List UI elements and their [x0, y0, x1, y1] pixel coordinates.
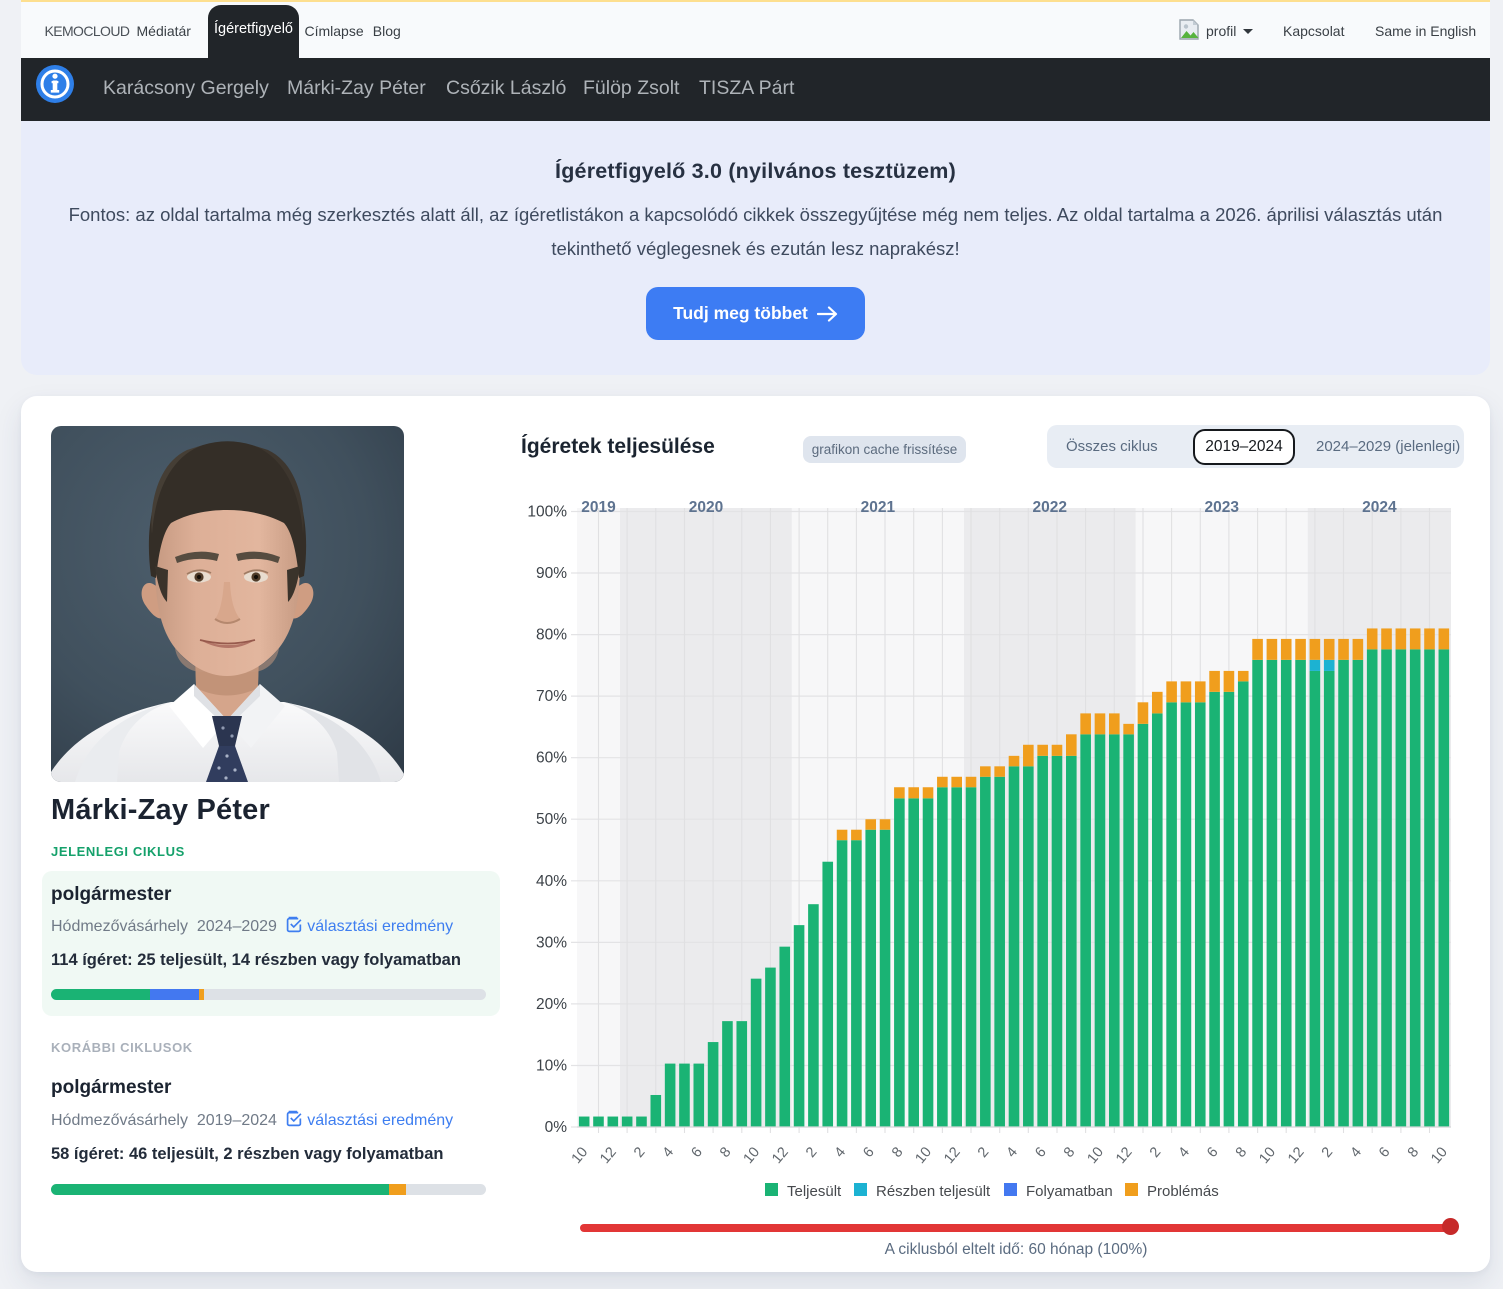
svg-text:2: 2	[631, 1144, 648, 1160]
svg-text:20%: 20%	[536, 996, 567, 1013]
svg-text:10: 10	[1256, 1144, 1279, 1167]
svg-text:2019: 2019	[581, 499, 616, 516]
svg-text:8: 8	[1405, 1144, 1422, 1160]
svg-text:12: 12	[769, 1144, 792, 1167]
svg-text:6: 6	[1376, 1144, 1393, 1160]
svg-text:10: 10	[569, 1144, 592, 1167]
svg-text:100%: 100%	[527, 504, 567, 521]
svg-text:6: 6	[860, 1144, 877, 1160]
svg-text:4: 4	[832, 1144, 849, 1160]
svg-text:8: 8	[1061, 1144, 1078, 1160]
svg-text:2020: 2020	[689, 499, 723, 516]
svg-text:2024: 2024	[1362, 499, 1397, 516]
svg-text:2: 2	[1147, 1144, 1164, 1160]
svg-text:10: 10	[912, 1144, 935, 1167]
svg-text:30%: 30%	[536, 934, 567, 951]
svg-text:Teljesült: Teljesült	[787, 1183, 842, 1200]
svg-text:70%: 70%	[536, 688, 567, 705]
svg-text:4: 4	[1004, 1144, 1021, 1160]
svg-text:2: 2	[803, 1144, 820, 1160]
svg-text:80%: 80%	[536, 627, 567, 644]
svg-text:12: 12	[1113, 1144, 1136, 1167]
svg-text:6: 6	[1204, 1144, 1221, 1160]
svg-text:4: 4	[660, 1144, 677, 1160]
svg-text:Problémás: Problémás	[1147, 1183, 1219, 1200]
svg-text:2: 2	[975, 1144, 992, 1160]
svg-text:8: 8	[717, 1144, 734, 1160]
svg-text:50%: 50%	[536, 811, 567, 828]
svg-text:4: 4	[1176, 1144, 1193, 1160]
svg-text:0%: 0%	[545, 1119, 568, 1136]
svg-text:10: 10	[741, 1144, 764, 1167]
svg-text:4: 4	[1348, 1144, 1365, 1160]
svg-text:8: 8	[1233, 1144, 1250, 1160]
svg-text:90%: 90%	[536, 565, 567, 582]
svg-text:2022: 2022	[1033, 499, 1067, 516]
svg-text:12: 12	[1285, 1144, 1308, 1167]
svg-text:12: 12	[941, 1144, 964, 1167]
svg-text:10: 10	[1428, 1144, 1451, 1167]
svg-text:8: 8	[889, 1144, 906, 1160]
svg-text:10: 10	[1084, 1144, 1107, 1167]
svg-text:Folyamatban: Folyamatban	[1026, 1183, 1113, 1200]
svg-text:6: 6	[1032, 1144, 1049, 1160]
svg-text:Részben teljesült: Részben teljesült	[876, 1183, 991, 1200]
svg-text:2023: 2023	[1205, 499, 1240, 516]
svg-text:2: 2	[1319, 1144, 1336, 1160]
svg-text:6: 6	[688, 1144, 705, 1160]
svg-text:2021: 2021	[861, 499, 896, 516]
svg-text:60%: 60%	[536, 750, 567, 767]
svg-text:12: 12	[597, 1144, 620, 1167]
svg-text:40%: 40%	[536, 873, 567, 890]
svg-text:10%: 10%	[536, 1058, 567, 1075]
